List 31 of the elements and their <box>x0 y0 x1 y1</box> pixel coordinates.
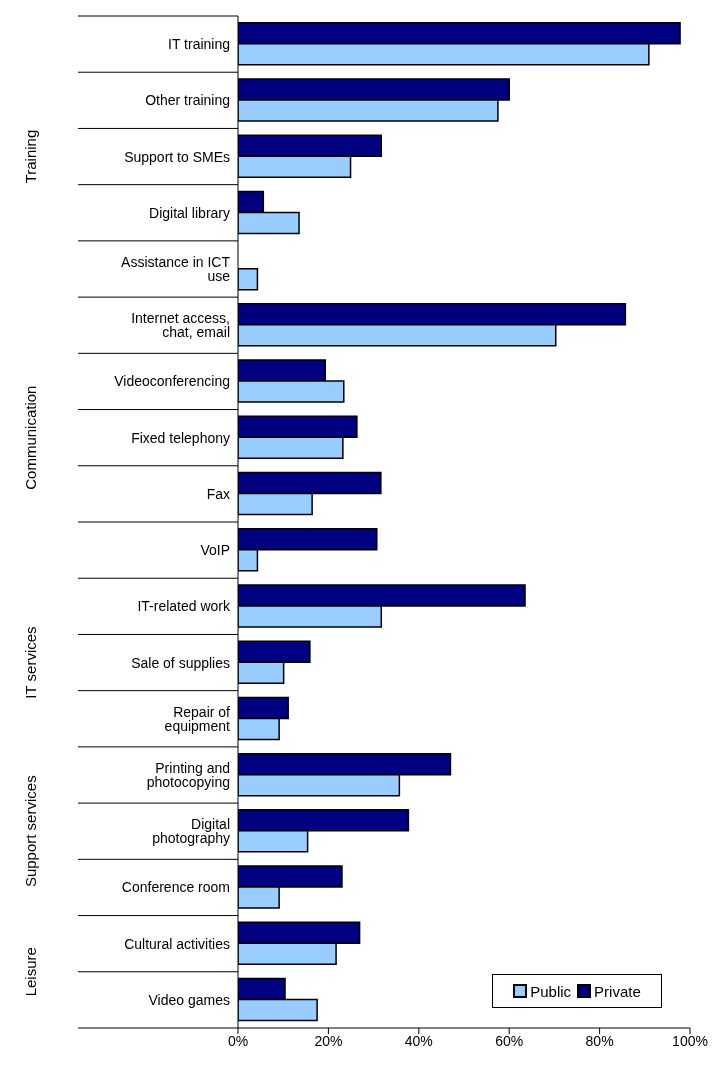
text: Leisure <box>21 947 39 997</box>
y-tick-label: Videoconferencing <box>114 373 230 390</box>
x-tick-label: 20% <box>314 1032 343 1049</box>
y-tick-label: Sale of supplies <box>131 654 230 671</box>
text: IT services <box>21 626 39 699</box>
y-tick-label: IT-related work <box>137 598 231 615</box>
legend-label: Private <box>594 982 641 1000</box>
y-tick-label: Printing and photocopying <box>146 759 230 790</box>
y-tick-label: Digital photography <box>152 816 230 847</box>
y-tick-label: Cultural activities <box>124 935 230 952</box>
y-tick-label: IT training <box>168 36 230 53</box>
x-tick-label: 60% <box>495 1032 524 1049</box>
y-tick-label: Assistance in ICT use <box>121 253 231 284</box>
y-tick-label: Internet access, chat, email <box>131 310 230 341</box>
text: Support services <box>21 775 39 888</box>
y-tick-label: VoIP <box>200 542 230 559</box>
x-tick-label: 0% <box>227 1032 249 1049</box>
y-tick-label: Fax <box>206 485 230 502</box>
y-tick-label: Repair of equipment <box>164 703 231 734</box>
text: Training <box>21 129 39 184</box>
y-tick-label: Support to SMEs <box>124 148 230 165</box>
y-tick-label: Video games <box>148 991 230 1008</box>
y-tick-label: Digital library <box>149 204 230 221</box>
legend-label: Public <box>530 982 572 1000</box>
x-tick-label: 80% <box>585 1032 614 1049</box>
x-tick-label: 100% <box>672 1032 708 1049</box>
x-tick-label: 40% <box>404 1032 433 1049</box>
y-tick-label: Fixed telephony <box>131 429 230 446</box>
y-tick-label: Conference room <box>121 879 230 896</box>
y-tick-label: Other training <box>145 92 230 109</box>
text: Communication <box>21 385 39 490</box>
